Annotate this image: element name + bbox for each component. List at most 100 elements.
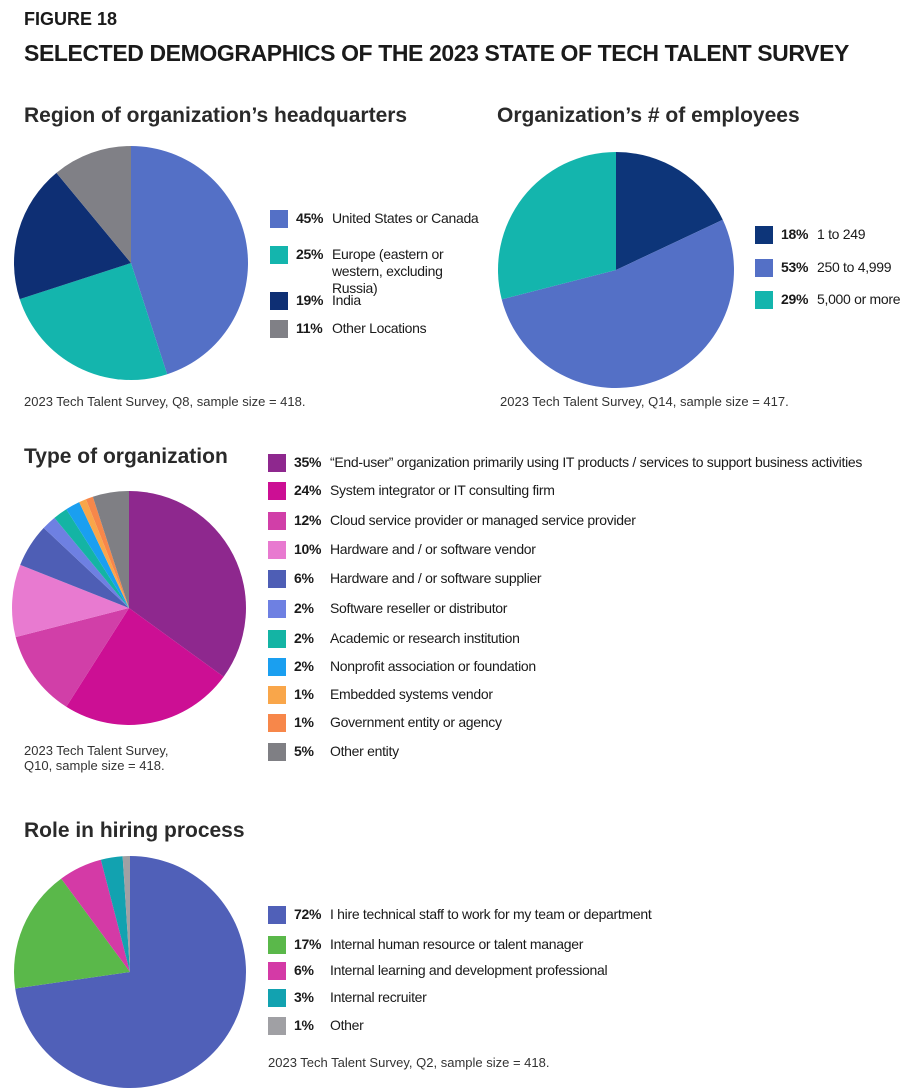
legend-label: 1 to 249	[817, 226, 866, 242]
legend-swatch	[268, 630, 286, 648]
source-note: 2023 Tech Talent Survey, Q14, sample siz…	[500, 394, 789, 409]
legend-swatch	[755, 226, 773, 244]
legend-entry: 2% Academic or research institution	[268, 630, 520, 648]
legend-entry: 1% Embedded systems vendor	[268, 686, 493, 704]
legend-swatch	[268, 482, 286, 500]
legend-label: Government entity or agency	[330, 714, 502, 730]
legend-entry: 6% Internal learning and development prof…	[268, 962, 608, 980]
legend-swatch	[268, 962, 286, 980]
legend-entry: 12% Cloud service provider or managed ser…	[268, 512, 636, 530]
legend-entry: 29% 5,000 or more	[755, 291, 901, 309]
legend-entry: 3% Internal recruiter	[268, 989, 427, 1007]
legend-swatch	[268, 658, 286, 676]
legend-entry: 17% Internal human resource or talent man…	[268, 936, 583, 954]
legend-label: Cloud service provider or managed servic…	[330, 512, 636, 528]
legend-label: Other	[330, 1017, 364, 1033]
value-label: 17%	[294, 936, 322, 952]
legend-label: Europe (eastern or western, excluding Ru…	[332, 246, 444, 296]
pie-slice	[129, 491, 246, 677]
legend-label: 250 to 4,999	[817, 259, 892, 275]
value-label: 3%	[294, 989, 314, 1005]
legend-entry: 72% I hire technical staff to work for my…	[268, 906, 652, 924]
figure-title: SELECTED DEMOGRAPHICS OF THE 2023 STATE …	[24, 40, 849, 66]
legend-swatch	[268, 454, 286, 472]
pie-slice	[498, 152, 616, 300]
pie-slice	[54, 509, 129, 608]
value-label: 2%	[294, 630, 314, 646]
legend-entry: 24% System integrator or IT consulting fi…	[268, 482, 555, 500]
pie-slice	[66, 608, 224, 725]
legend-label: Software reseller or distributor	[330, 600, 508, 616]
value-label: 25%	[296, 246, 324, 262]
pie-slice	[131, 146, 249, 375]
source-note: 2023 Tech Talent Survey, Q8, sample size…	[24, 394, 306, 409]
value-label: 1%	[294, 714, 314, 730]
legend-entry: 45% United States or Canada	[270, 210, 479, 228]
pie-slice	[13, 172, 131, 300]
legend-label: India	[332, 292, 361, 308]
value-label: 2%	[294, 658, 314, 674]
pie-slice	[19, 263, 168, 380]
legend-entry: 1% Government entity or agency	[268, 714, 502, 732]
legend-label: Internal recruiter	[330, 989, 427, 1005]
legend-swatch	[268, 570, 286, 588]
legend-swatch	[755, 291, 773, 309]
value-label: 5%	[294, 743, 314, 759]
chart-title: Region of organization’s headquarters	[24, 104, 408, 127]
legend-label: System integrator or IT consulting firm	[330, 482, 555, 498]
legend-entry: 10% Hardware and / or software vendor	[268, 541, 536, 559]
figure-label: FIGURE 18	[24, 9, 118, 29]
legend-label: Hardware and / or software supplier	[330, 570, 542, 586]
legend-entry: 6% Hardware and / or software supplier	[268, 570, 542, 588]
legend-entry: 11% Other Locations	[270, 320, 427, 338]
pie-slice	[15, 608, 130, 707]
legend-swatch	[268, 512, 286, 530]
legend-swatch	[268, 714, 286, 732]
legend-entry: 1% Other	[268, 1017, 364, 1035]
pie-slice	[66, 502, 129, 608]
legend-label: United States or Canada	[332, 210, 479, 226]
legend-swatch	[270, 210, 288, 228]
legend-entry: 5% Other entity	[268, 743, 399, 761]
value-label: 19%	[296, 292, 324, 308]
pie-slice	[616, 152, 723, 270]
chart-title: Organization’s # of employees	[497, 104, 800, 127]
legend-entry: 25% Europe (eastern or western, excluding…	[270, 246, 482, 297]
legend-label: Other Locations	[332, 320, 427, 336]
pie-slice	[501, 219, 734, 388]
value-label: 72%	[294, 906, 322, 922]
legend-swatch	[268, 1017, 286, 1035]
value-label: 45%	[296, 210, 324, 226]
legend-swatch	[270, 320, 288, 338]
pie-slice	[79, 499, 129, 608]
value-label: 12%	[294, 512, 322, 528]
legend-swatch	[268, 541, 286, 559]
legend-entry: 19% India	[270, 292, 361, 310]
legend-swatch	[268, 906, 286, 924]
legend-label: Nonprofit association or foundation	[330, 658, 536, 674]
value-label: 11%	[296, 320, 323, 336]
value-label: 35%	[294, 454, 322, 470]
source-note: 2023 Tech Talent Survey, Q10, sample siz…	[24, 743, 169, 773]
legend-entry: 2% Nonprofit association or foundation	[268, 658, 536, 676]
legend-label: 5,000 or more	[817, 291, 901, 307]
legend-label: “End-user” organization primarily using …	[330, 454, 863, 470]
legend-swatch	[268, 743, 286, 761]
legend-label: I hire technical staff to work for my te…	[330, 906, 652, 922]
legend-label: Embedded systems vendor	[330, 686, 493, 702]
pie-slice	[92, 491, 129, 608]
legend-swatch	[270, 292, 288, 310]
pie-slice	[20, 527, 130, 608]
value-label: 18%	[781, 226, 809, 242]
pie-slice	[61, 859, 130, 972]
value-label: 53%	[781, 259, 809, 275]
value-label: 2%	[294, 600, 314, 616]
legend-swatch	[268, 600, 286, 618]
legend-label: Internal human resource or talent manage…	[330, 936, 584, 952]
legend-swatch	[268, 936, 286, 954]
legend-label: Academic or research institution	[330, 630, 520, 646]
value-label: 1%	[294, 1017, 314, 1033]
legend-entry: 35% “End-user” organization primarily usi…	[268, 454, 862, 472]
